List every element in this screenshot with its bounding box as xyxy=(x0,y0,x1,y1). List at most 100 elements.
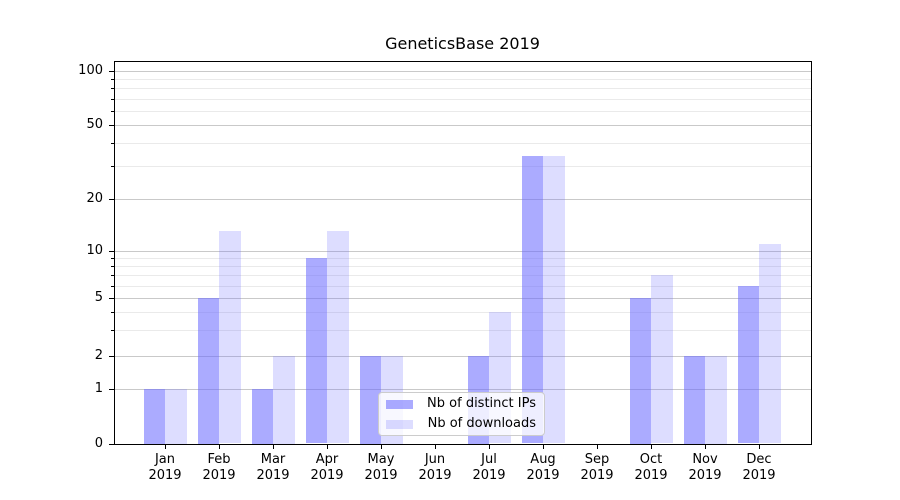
y-tick-label-20: 20 xyxy=(86,191,103,206)
y-tickmark-10 xyxy=(109,251,114,252)
x-tickmark-mar xyxy=(273,444,274,449)
bar-ips-mar xyxy=(251,389,273,444)
spine-bottom xyxy=(114,443,811,445)
gridline-minor-8 xyxy=(114,266,811,268)
legend-swatch-distinct-ips xyxy=(386,399,413,409)
gridline-20 xyxy=(114,199,811,200)
y-minor-tickmark-3 xyxy=(111,330,114,332)
x-tick-label-feb: Feb 2019 xyxy=(202,452,236,483)
y-tickmark-100 xyxy=(109,71,114,72)
x-tickmark-jan xyxy=(165,444,166,449)
gridline-10 xyxy=(114,251,811,252)
bar-downloads-feb xyxy=(219,231,241,444)
spine-top xyxy=(114,61,811,63)
y-minor-tickmark-70 xyxy=(111,98,114,100)
x-tick-label-aug: Aug 2019 xyxy=(526,452,560,483)
y-minor-tickmark-9 xyxy=(111,258,114,260)
gridline-minor-70 xyxy=(114,98,811,100)
y-minor-tickmark-40 xyxy=(111,143,114,145)
y-tick-label-100: 100 xyxy=(78,63,103,78)
bar-downloads-mar xyxy=(273,356,295,444)
gridline-1 xyxy=(114,389,811,390)
x-tickmark-sep xyxy=(597,444,598,449)
gridline-minor-30 xyxy=(114,166,811,168)
bar-ips-feb xyxy=(197,298,219,444)
x-tick-label-nov: Nov 2019 xyxy=(688,452,722,483)
x-tickmark-jul xyxy=(489,444,490,449)
chart-title: GeneticsBase 2019 xyxy=(385,34,540,53)
gridline-5 xyxy=(114,298,811,299)
x-tickmark-feb xyxy=(219,444,220,449)
bar-ips-apr xyxy=(305,258,327,444)
y-minor-tickmark-7 xyxy=(111,275,114,277)
y-minor-tickmark-90 xyxy=(111,79,114,81)
x-tick-label-may: May 2019 xyxy=(364,452,398,483)
gridline-100 xyxy=(114,71,811,72)
y-minor-tickmark-4 xyxy=(111,312,114,314)
legend-item-label: Nb of downloads xyxy=(427,416,536,431)
plot-area xyxy=(114,61,813,449)
y-minor-tickmark-6 xyxy=(111,285,114,287)
gridline-50 xyxy=(114,125,811,126)
y-tick-label-10: 10 xyxy=(86,243,103,258)
bar-downloads-aug xyxy=(543,156,565,444)
spine-left xyxy=(114,61,116,445)
gridline-minor-3 xyxy=(114,330,811,332)
y-tick-label-1: 1 xyxy=(94,381,103,396)
x-tickmark-may xyxy=(381,444,382,449)
gridline-minor-9 xyxy=(114,258,811,260)
y-tickmark-20 xyxy=(109,199,114,200)
bar-ips-may xyxy=(359,356,381,444)
y-minor-tickmark-8 xyxy=(111,266,114,268)
bar-ips-dec xyxy=(737,285,759,444)
x-tickmark-aug xyxy=(543,444,544,449)
x-tick-label-jun: Jun 2019 xyxy=(418,452,452,483)
gridline-minor-40 xyxy=(114,143,811,145)
gridline-minor-4 xyxy=(114,312,811,314)
x-tick-label-apr: Apr 2019 xyxy=(310,452,344,483)
x-tickmark-dec xyxy=(759,444,760,449)
bar-ips-jan xyxy=(143,389,165,444)
x-tick-label-oct: Oct 2019 xyxy=(634,452,668,483)
legend-swatch-downloads xyxy=(386,419,413,429)
spine-right xyxy=(811,61,813,445)
x-tickmark-nov xyxy=(705,444,706,449)
gridline-minor-6 xyxy=(114,285,811,287)
legend-item-downloads: Nb of downloads xyxy=(386,416,536,432)
y-tickmark-2 xyxy=(109,356,114,357)
x-tick-label-sep: Sep 2019 xyxy=(580,452,614,483)
x-tick-label-mar: Mar 2019 xyxy=(256,452,290,483)
x-tickmark-jun xyxy=(435,444,436,449)
y-minor-tickmark-60 xyxy=(111,110,114,112)
bar-downloads-nov xyxy=(705,356,727,444)
x-tick-label-jul: Jul 2019 xyxy=(472,452,506,483)
gridline-minor-90 xyxy=(114,79,811,81)
legend-box: Nb of distinct IPs Nb of downloads xyxy=(378,392,545,436)
y-tickmark-1 xyxy=(109,389,114,390)
y-tickmark-5 xyxy=(109,298,114,299)
bar-downloads-jan xyxy=(165,389,187,444)
gridline-minor-80 xyxy=(114,88,811,90)
bar-downloads-oct xyxy=(651,275,673,444)
y-minor-tickmark-30 xyxy=(111,166,114,168)
y-tickmark-50 xyxy=(109,125,114,126)
y-tick-label-2: 2 xyxy=(94,348,103,363)
x-tick-label-dec: Dec 2019 xyxy=(742,452,776,483)
gridline-minor-60 xyxy=(114,110,811,112)
x-tick-label-jan: Jan 2019 xyxy=(148,452,182,483)
legend-item-label: Nb of distinct IPs xyxy=(427,396,536,411)
gridline-minor-7 xyxy=(114,275,811,277)
y-minor-tickmark-80 xyxy=(111,88,114,90)
x-tickmark-oct xyxy=(651,444,652,449)
y-tick-label-0: 0 xyxy=(94,435,103,451)
bar-ips-nov xyxy=(683,356,705,444)
gridline-2 xyxy=(114,356,811,357)
bar-downloads-apr xyxy=(327,231,349,444)
bar-ips-oct xyxy=(629,298,651,444)
y-tickmark-0 xyxy=(109,443,114,445)
y-tick-label-5: 5 xyxy=(94,290,103,305)
bar-ips-aug xyxy=(521,156,543,444)
x-tickmark-apr xyxy=(327,444,328,449)
legend-item-distinct-ips: Nb of distinct IPs xyxy=(386,396,536,412)
